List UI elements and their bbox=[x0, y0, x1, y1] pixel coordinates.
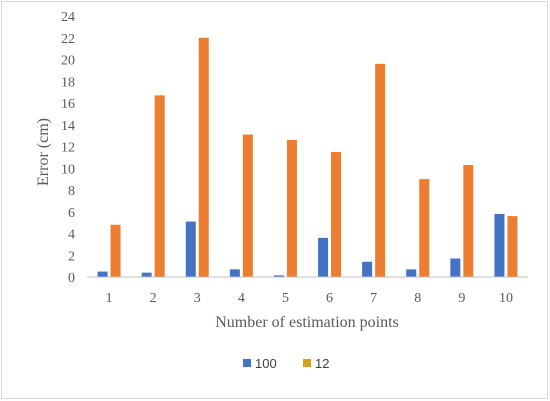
bar-series-100-3 bbox=[185, 221, 196, 277]
y-tick-label: 14 bbox=[61, 119, 75, 134]
x-tick-label: 4 bbox=[238, 291, 245, 306]
legend-swatch-100 bbox=[243, 359, 251, 367]
bar-series-100-7 bbox=[362, 261, 373, 277]
x-tick-label: 7 bbox=[370, 291, 377, 306]
y-tick-label: 8 bbox=[68, 184, 75, 199]
y-axis-title: Error (cm) bbox=[35, 118, 52, 186]
x-tick-label: 5 bbox=[282, 291, 289, 306]
bar-series-12-8 bbox=[419, 179, 430, 278]
y-tick-label: 18 bbox=[61, 75, 75, 90]
bar-series-12-5 bbox=[286, 139, 297, 277]
bar-series-12-9 bbox=[463, 164, 474, 277]
legend-swatch-12 bbox=[303, 359, 311, 367]
y-tick-label: 0 bbox=[68, 271, 75, 286]
bar-series-12-7 bbox=[375, 63, 386, 277]
bar-series-100-8 bbox=[406, 269, 417, 277]
y-tick-label: 10 bbox=[61, 162, 75, 177]
x-tick-label: 3 bbox=[194, 291, 201, 306]
legend: 100 12 bbox=[243, 356, 329, 371]
bar-series-12-6 bbox=[331, 151, 342, 277]
bar-series-100-5 bbox=[273, 275, 284, 277]
x-tick-label: 10 bbox=[499, 291, 513, 306]
x-axis-title: Number of estimation points bbox=[215, 314, 399, 331]
x-axis-ticks: 1 2 3 4 5 6 7 8 9 10 bbox=[106, 291, 513, 306]
bar-series-100-4 bbox=[229, 269, 240, 277]
y-tick-label: 2 bbox=[68, 249, 75, 264]
x-tick-label: 8 bbox=[414, 291, 421, 306]
legend-label: 12 bbox=[315, 356, 329, 371]
x-tick-label: 6 bbox=[326, 291, 333, 306]
y-tick-label: 4 bbox=[68, 228, 75, 243]
x-tick-label: 2 bbox=[150, 291, 157, 306]
y-tick-label: 6 bbox=[68, 206, 75, 221]
legend-label: 100 bbox=[255, 356, 277, 371]
bar-series-100-10 bbox=[494, 213, 505, 277]
y-tick-label: 22 bbox=[61, 32, 75, 47]
x-tick-label: 1 bbox=[106, 291, 113, 306]
bar-series-12-10 bbox=[507, 216, 518, 277]
x-tick-label: 9 bbox=[458, 291, 465, 306]
bar-series-12-4 bbox=[242, 134, 253, 277]
y-tick-label: 20 bbox=[61, 54, 75, 69]
bar-series-12-1 bbox=[110, 224, 121, 277]
y-tick-label: 12 bbox=[61, 141, 75, 156]
bar-series-100-9 bbox=[450, 258, 461, 277]
y-tick-label: 16 bbox=[61, 97, 75, 112]
y-tick-label: 24 bbox=[61, 10, 75, 25]
bar-series-12-3 bbox=[198, 37, 209, 277]
bar-series-100-1 bbox=[97, 271, 108, 277]
bar-series-100-2 bbox=[141, 272, 152, 277]
bars bbox=[97, 37, 518, 278]
bar-series-100-6 bbox=[318, 237, 329, 277]
bar-series-12-2 bbox=[154, 95, 165, 277]
